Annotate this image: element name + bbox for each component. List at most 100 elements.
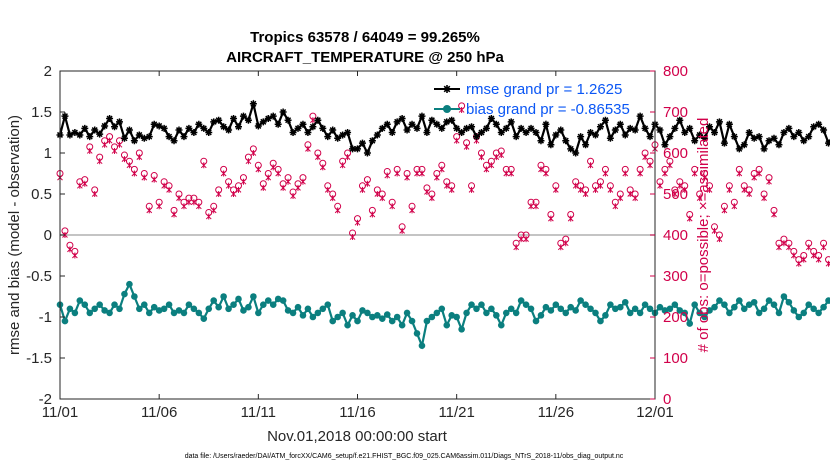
rmse-point <box>294 124 302 132</box>
bias-point <box>711 303 718 311</box>
rmse-point <box>681 129 689 136</box>
rmse-point <box>502 124 510 132</box>
y-tick-label: 1.5 <box>31 104 52 121</box>
bias-point <box>745 301 753 309</box>
rmse-point <box>334 134 342 142</box>
bias-point <box>225 305 232 313</box>
bias-point <box>339 309 346 317</box>
bias-point <box>661 307 669 314</box>
obs-assimilated-point <box>101 141 108 148</box>
bias-point <box>760 305 768 313</box>
obs-assimilated-point <box>503 170 510 177</box>
rmse-point <box>230 115 238 123</box>
rmse-point <box>249 100 257 108</box>
bias-point <box>676 307 684 314</box>
bias-point <box>448 312 456 319</box>
obs-assimilated-point <box>146 207 153 214</box>
rmse-point <box>735 145 743 153</box>
rmse-point <box>453 124 461 132</box>
obs-assimilated-point <box>528 203 534 210</box>
obs-assimilated-point <box>587 162 594 169</box>
bias-point <box>646 305 654 313</box>
bias-point <box>731 303 738 311</box>
rmse-point <box>111 123 119 131</box>
y-tick-label: -0.5 <box>26 268 52 285</box>
bias-point <box>631 305 639 313</box>
bias-point <box>374 312 381 319</box>
obs-assimilated-point <box>488 162 495 169</box>
rmse-point <box>750 134 758 142</box>
bias-point <box>428 313 436 321</box>
y-right-tick-label: 500 <box>663 186 688 203</box>
rmse-point <box>547 141 555 149</box>
obs-assimilated-point <box>409 207 415 214</box>
obs-assimilated-point <box>711 227 718 234</box>
bias-point <box>106 309 113 317</box>
rmse-point <box>646 133 654 141</box>
x-tick-label: 11/01 <box>42 404 78 421</box>
bias-point <box>701 313 708 321</box>
rmse-point <box>349 145 357 153</box>
rmse-point <box>140 134 148 142</box>
rmse-point <box>423 129 431 136</box>
x-tick-label: 11/21 <box>438 404 474 421</box>
rmse-point <box>631 126 639 134</box>
rmse-point <box>582 141 590 149</box>
rmse-point <box>482 124 490 132</box>
bias-point <box>403 309 411 317</box>
obs-assimilated-point <box>667 162 673 169</box>
obs-assimilated-point <box>265 174 272 181</box>
bias-point <box>587 305 594 313</box>
bias-point <box>597 317 604 325</box>
rmse-point <box>725 120 733 128</box>
obs-assimilated-point <box>557 244 564 251</box>
obs-assimilated-point <box>195 203 202 210</box>
data-file-footnote: data file: /Users/raeder/DAI/ATM_forcXX/… <box>185 453 624 460</box>
bias-point <box>765 297 773 304</box>
rmse-point <box>701 134 709 142</box>
obs-assimilated-point <box>766 178 772 185</box>
bias-point <box>160 305 168 313</box>
obs-assimilated-point <box>552 186 559 193</box>
obs-assimilated-point <box>290 193 296 200</box>
y-axis-right-label: # of obs: o=possible; ×=assimilated <box>695 118 712 353</box>
obs-assimilated-point <box>795 260 802 267</box>
rmse-point <box>309 123 317 131</box>
bias-point <box>497 321 505 329</box>
bias-point <box>294 303 302 311</box>
rmse-point <box>532 129 540 136</box>
obs-assimilated-point <box>379 195 386 202</box>
bias-point <box>121 290 128 298</box>
rmse-point <box>770 134 778 142</box>
rmse-point <box>403 126 411 134</box>
bias-point <box>483 309 490 317</box>
obs-assimilated-point <box>790 252 797 259</box>
legend-bias-marker <box>443 105 451 113</box>
rmse-point <box>239 112 247 120</box>
obs-assimilated-point <box>300 178 306 185</box>
bias-point <box>592 309 599 317</box>
obs-assimilated-point <box>592 186 599 193</box>
bias-point <box>562 309 570 317</box>
y-right-tick-label: 700 <box>663 104 688 121</box>
obs-assimilated-point <box>235 186 242 193</box>
obs-assimilated-point <box>741 186 748 193</box>
bias-point <box>304 305 312 313</box>
x-axis-label: Nov.01,2018 00:00:00 start <box>267 428 448 445</box>
rmse-point <box>314 116 322 124</box>
rmse-point <box>592 131 599 139</box>
y-tick-label: 0.5 <box>31 186 52 203</box>
rmse-point <box>398 115 406 123</box>
rmse-point <box>780 129 788 136</box>
bias-point <box>364 309 371 317</box>
x-tick-label: 11/16 <box>339 404 375 421</box>
bias-point <box>493 312 500 319</box>
obs-assimilated-point <box>151 176 158 183</box>
rmse-point <box>383 120 391 128</box>
obs-assimilated-point <box>136 154 143 161</box>
rmse-point <box>760 145 768 153</box>
obs-assimilated-point <box>67 246 73 253</box>
bias-point <box>686 320 694 327</box>
bias-point <box>279 297 287 304</box>
